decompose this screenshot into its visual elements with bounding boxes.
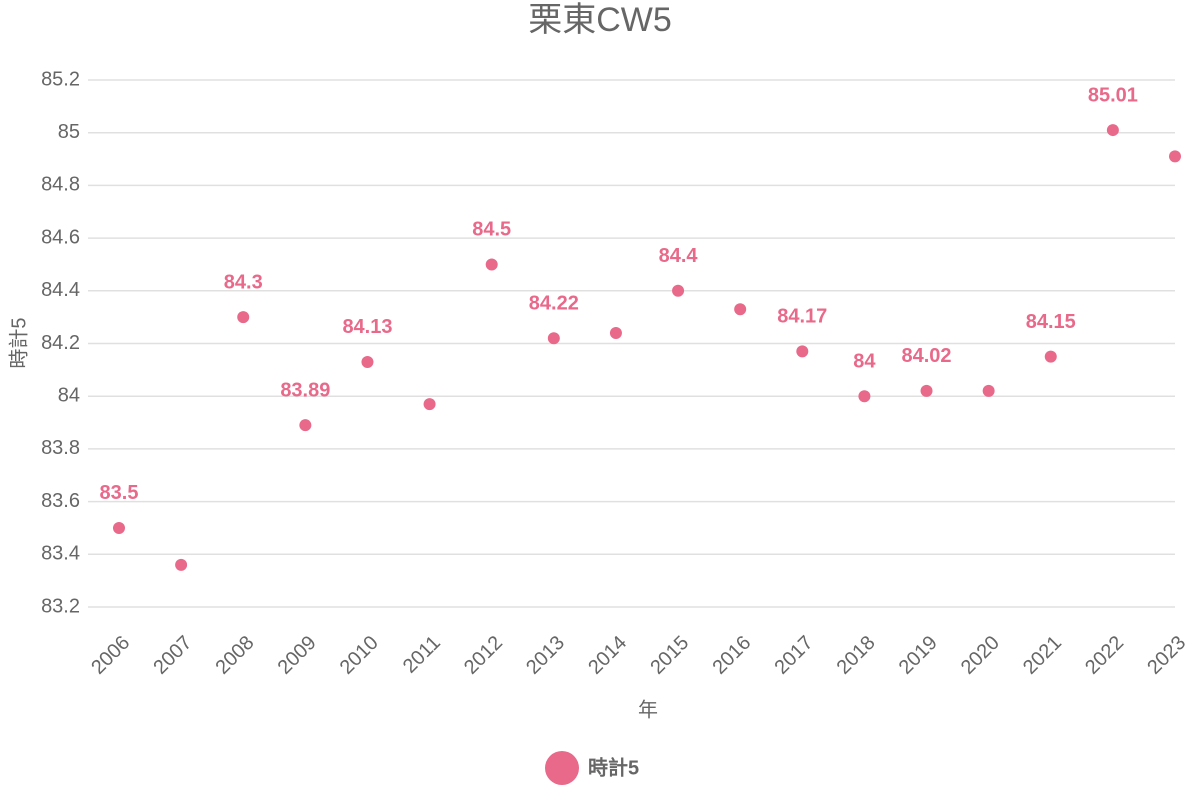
data-label: 84.3 — [224, 271, 263, 293]
y-tick-label: 84 — [58, 384, 80, 406]
x-tick-label: 2018 — [833, 632, 880, 679]
y-tick-label: 84.8 — [41, 174, 80, 196]
x-tick-label: 2007 — [149, 632, 196, 679]
x-tick-label: 2015 — [646, 632, 693, 679]
legend-marker — [545, 751, 579, 785]
data-label: 84.22 — [529, 293, 579, 315]
y-tick-label: 85 — [58, 121, 80, 143]
data-label: 84.13 — [342, 316, 392, 338]
x-tick-label: 2020 — [957, 632, 1004, 679]
x-tick-label: 2006 — [87, 632, 134, 679]
data-label: 84.17 — [777, 306, 827, 328]
point — [113, 521, 125, 534]
x-tick-label: 2009 — [274, 632, 321, 679]
x-axis-label: 年 — [638, 698, 658, 721]
y-tick-label: 85.2 — [41, 68, 80, 90]
point — [920, 384, 933, 397]
legend-label: 時計5 — [588, 755, 639, 779]
y-tick-label: 84.2 — [41, 332, 80, 354]
x-tick-label: 2022 — [1081, 632, 1128, 679]
data-label: 83.5 — [100, 482, 139, 504]
x-tick-label: 2011 — [399, 632, 445, 678]
y-tick-label: 83.6 — [41, 490, 80, 512]
point — [796, 345, 809, 358]
chart-title: 栗東CW5 — [528, 1, 672, 39]
point — [1106, 124, 1119, 137]
point — [175, 558, 188, 571]
point — [1044, 350, 1057, 363]
point — [1169, 150, 1181, 163]
point — [237, 311, 250, 324]
y-tick-label: 83.8 — [41, 437, 80, 459]
y-tick-label: 84.4 — [41, 279, 80, 301]
x-tick-label: 2016 — [708, 632, 755, 679]
x-tick-label: 2017 — [771, 632, 818, 679]
y-tick-label: 83.4 — [41, 543, 80, 565]
x-tick-label: 2010 — [336, 632, 383, 679]
point — [299, 419, 312, 432]
y-tick-label: 83.2 — [41, 595, 80, 617]
point — [734, 303, 747, 316]
y-tick-label: 84.6 — [41, 226, 80, 248]
data-label: 84 — [853, 350, 876, 372]
y-axis-label: 時計5 — [7, 317, 30, 368]
x-tick-label: 2014 — [584, 632, 631, 679]
point — [547, 332, 560, 345]
data-label: 84.15 — [1026, 311, 1076, 333]
data-label: 84.4 — [659, 245, 699, 267]
x-tick-label: 2013 — [522, 632, 569, 679]
point — [982, 384, 995, 397]
point — [609, 326, 622, 339]
x-tick-label: 2021 — [1019, 632, 1066, 679]
data-label: 85.01 — [1088, 84, 1138, 106]
point — [485, 258, 498, 271]
point — [672, 284, 685, 297]
x-tick-label: 2019 — [895, 632, 942, 679]
point — [361, 355, 374, 368]
data-label: 84.5 — [472, 219, 511, 241]
x-tick-label: 2008 — [211, 632, 258, 679]
data-label: 84.02 — [901, 345, 951, 367]
data-label: 83.89 — [280, 379, 330, 401]
x-tick-label: 2012 — [460, 632, 507, 679]
point — [423, 398, 436, 411]
x-tick-label: 2023 — [1143, 632, 1190, 679]
point — [858, 390, 871, 403]
